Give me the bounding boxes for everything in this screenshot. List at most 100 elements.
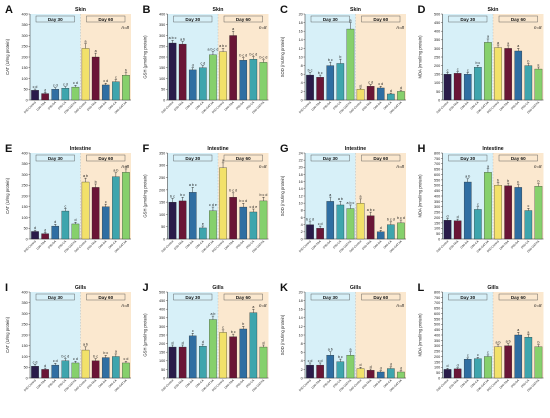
x-tick-label: D60-CA	[520, 100, 530, 110]
y-tick-label: 18	[299, 21, 303, 25]
y-tick-label: 50	[24, 88, 28, 92]
day30-label: Day 30	[185, 156, 200, 161]
day30-box	[35, 15, 75, 23]
y-tick-label: 0	[438, 98, 440, 102]
bar	[534, 68, 543, 101]
significance-letter: d	[390, 89, 392, 93]
significance-letter: b c	[475, 61, 480, 65]
y-tick-label: 450	[434, 189, 440, 193]
y-tick-label: 0	[301, 376, 303, 380]
significance-letter: a b	[113, 169, 118, 173]
significance-letter: b c	[93, 354, 98, 358]
day30-box	[35, 293, 75, 301]
bar	[239, 206, 248, 240]
x-tick-label: D30-TRA	[173, 239, 184, 250]
y-axis-label: GSH (μmol/mg protein)	[143, 35, 148, 79]
panel-letter: B	[143, 4, 151, 16]
y-tick-label: 350	[434, 339, 440, 343]
significance-letter: d	[192, 64, 194, 68]
bar	[484, 356, 492, 379]
y-tick-label: 100	[159, 213, 165, 217]
y-tick-label: 250	[434, 211, 440, 215]
y-tick-label: 200	[159, 188, 165, 192]
bar	[112, 356, 120, 379]
bar	[229, 197, 237, 240]
significance-letter: a	[95, 49, 97, 53]
y-tick-label: 200	[434, 355, 440, 359]
y-tick-label: 200	[21, 333, 27, 337]
day60-label: Day 60	[511, 17, 526, 22]
significance-letter: c	[538, 63, 540, 67]
bar	[524, 336, 533, 379]
x-tick-label: D60-DA	[97, 378, 107, 388]
y-tick-label: 250	[21, 184, 27, 188]
panel-letter: G	[280, 143, 289, 155]
y-tick-label: 100	[21, 355, 27, 359]
panel-letter: C	[280, 4, 288, 16]
panel-b: Day 30 Day 60 n=8 B Skin 0 50 100 150 200 250 300 35…	[143, 4, 269, 114]
x-tick-label: D30-CA	[57, 100, 67, 110]
y-tick-label: 400	[159, 12, 165, 16]
y-tick-label: 300	[434, 205, 440, 209]
bar	[336, 361, 345, 379]
y-tick-label: 0	[26, 237, 28, 241]
significance-letter: b	[339, 55, 341, 59]
significance-letter: a	[329, 193, 331, 197]
day60-label: Day 60	[98, 295, 113, 300]
y-tick-label: 12	[299, 47, 303, 51]
y-tick-label: 150	[21, 205, 27, 209]
bar	[71, 223, 80, 240]
y-tick-label: 2	[301, 230, 303, 234]
n-label: n=8	[397, 303, 405, 308]
y-tick-label: 6	[301, 216, 303, 220]
bar	[122, 75, 130, 101]
x-tick-label: D30-CA	[57, 378, 67, 388]
significance-letter: a b	[338, 197, 343, 201]
x-tick-label: D60-TRA	[224, 378, 235, 389]
bar	[504, 185, 512, 240]
n-label: n=8	[122, 25, 130, 30]
y-tick-label: 2	[301, 368, 303, 372]
significance-letter: c d e	[249, 205, 257, 209]
significance-letter: b c	[318, 71, 323, 75]
day60-label: Day 60	[236, 295, 251, 300]
y-tick-label: 8	[301, 64, 303, 68]
significance-letter: b c d	[61, 354, 69, 358]
panel-letter: I	[5, 282, 8, 294]
x-tick-label: D60-DA	[372, 100, 382, 110]
bar	[122, 172, 130, 240]
bar	[239, 328, 248, 379]
x-tick-label: D60-TRA	[361, 100, 372, 111]
significance-letter: b	[537, 179, 539, 183]
y-tick-label: 550	[434, 178, 440, 182]
significance-letter: a	[125, 165, 127, 169]
day60-label: Day 60	[373, 156, 388, 161]
bar	[326, 65, 335, 101]
significance-letter: d	[447, 364, 449, 368]
n-label: n=8	[534, 25, 542, 30]
panel-title: Skin	[488, 7, 499, 13]
x-tick-label: D60-TRA	[499, 100, 510, 111]
panel-title: Skin	[350, 7, 361, 13]
y-tick-label: 800	[434, 151, 440, 155]
bar	[31, 231, 39, 240]
bar	[229, 35, 237, 101]
day60-box	[498, 15, 538, 23]
y-tick-label: 100	[21, 77, 27, 81]
significance-letter: b	[537, 340, 539, 344]
y-axis-label: MDA (nmol/mg protein)	[418, 35, 423, 79]
y-tick-label: 16	[299, 308, 303, 312]
significance-letter: d	[44, 364, 46, 368]
significance-letter: c d	[318, 359, 323, 363]
bar	[81, 181, 90, 240]
x-tick-label: D30-DA	[459, 100, 469, 110]
x-tick-label: D60-DA	[372, 239, 382, 249]
y-tick-label: 0	[301, 98, 303, 102]
significance-letter: d	[380, 366, 382, 370]
bar	[31, 90, 39, 101]
bar	[463, 181, 472, 240]
bar	[356, 368, 365, 379]
y-tick-label: 300	[434, 47, 440, 51]
bar	[484, 42, 492, 101]
x-tick-label: D30-DA	[322, 378, 332, 388]
